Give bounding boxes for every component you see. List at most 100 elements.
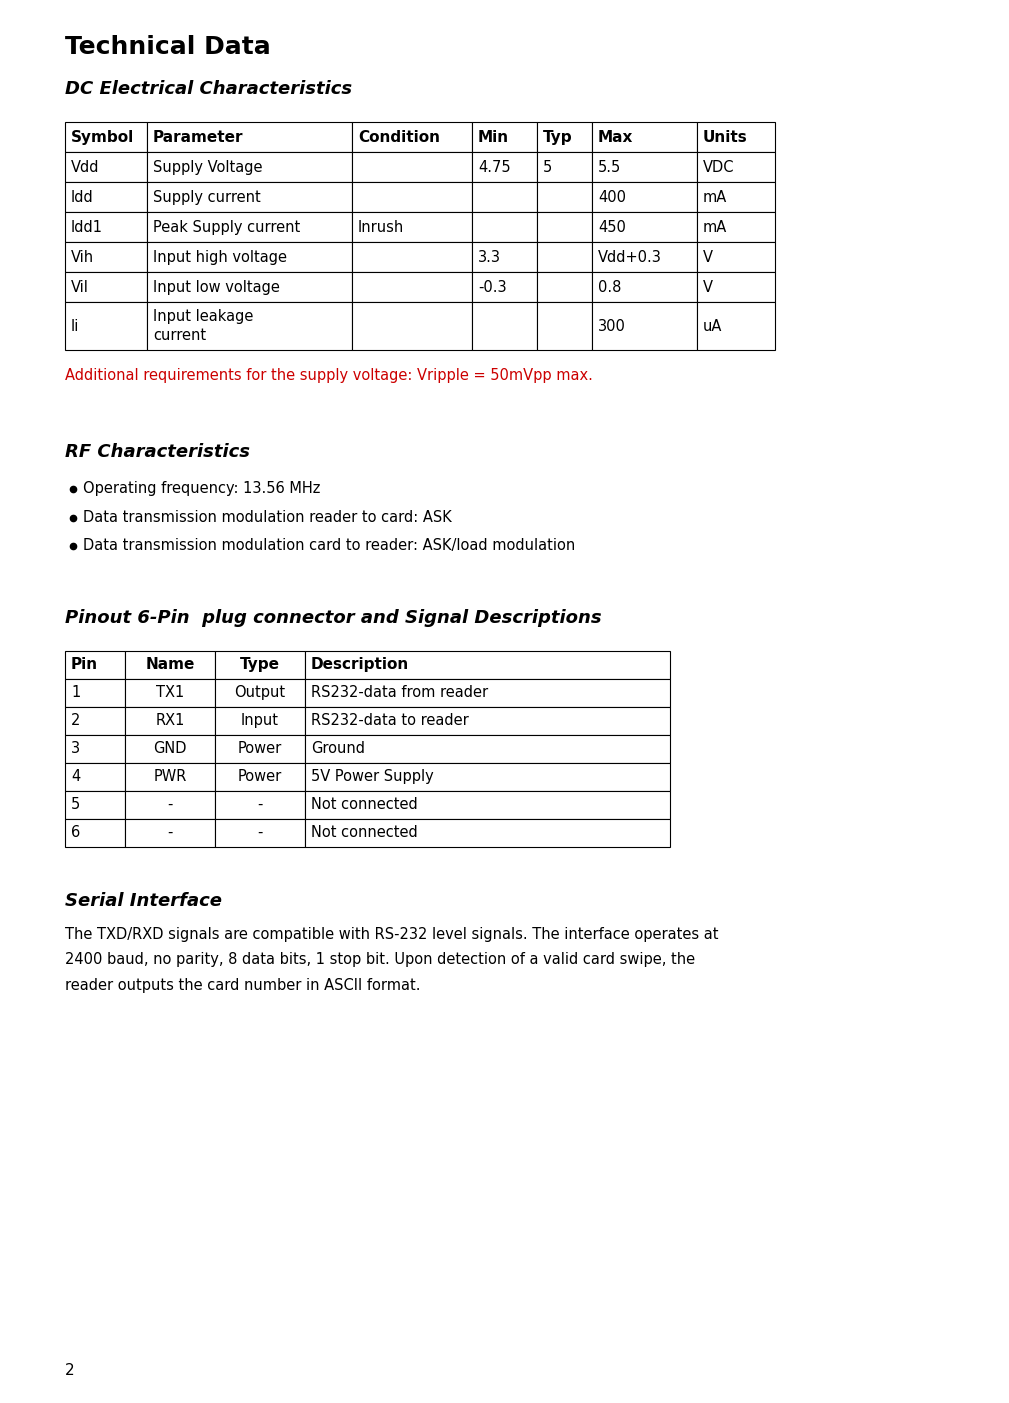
Bar bbox=[147, 182, 352, 212]
Bar bbox=[352, 182, 472, 212]
Text: 6: 6 bbox=[71, 825, 81, 840]
Bar bbox=[65, 241, 147, 272]
Text: -: - bbox=[167, 825, 173, 840]
Text: V: V bbox=[703, 250, 713, 265]
Text: 2: 2 bbox=[71, 713, 81, 728]
Text: Idd: Idd bbox=[71, 189, 94, 205]
Text: Condition: Condition bbox=[358, 129, 440, 145]
Bar bbox=[592, 212, 697, 241]
Text: Input low voltage: Input low voltage bbox=[153, 279, 279, 295]
Bar bbox=[472, 212, 537, 241]
Text: Output: Output bbox=[234, 685, 286, 700]
Text: -: - bbox=[257, 797, 262, 812]
Text: 2400 baud, no parity, 8 data bits, 1 stop bit. Upon detection of a valid card sw: 2400 baud, no parity, 8 data bits, 1 sto… bbox=[65, 953, 695, 967]
Text: 1: 1 bbox=[71, 685, 81, 700]
Text: 400: 400 bbox=[598, 189, 626, 205]
Text: Supply Voltage: Supply Voltage bbox=[153, 160, 262, 174]
Bar bbox=[472, 122, 537, 152]
Bar bbox=[352, 272, 472, 302]
Bar bbox=[147, 122, 352, 152]
Bar bbox=[537, 122, 592, 152]
Bar bbox=[65, 212, 147, 241]
Bar bbox=[592, 122, 697, 152]
Bar bbox=[352, 122, 472, 152]
Bar bbox=[125, 651, 215, 679]
Bar bbox=[472, 302, 537, 349]
Bar bbox=[147, 212, 352, 241]
Bar bbox=[305, 735, 670, 762]
Text: Idd1: Idd1 bbox=[71, 219, 103, 234]
Bar bbox=[697, 241, 775, 272]
Bar bbox=[472, 182, 537, 212]
Bar bbox=[65, 122, 147, 152]
Bar bbox=[352, 152, 472, 182]
Text: 5: 5 bbox=[543, 160, 552, 174]
Text: 5: 5 bbox=[71, 797, 81, 812]
Text: reader outputs the card number in ASCII format.: reader outputs the card number in ASCII … bbox=[65, 978, 421, 992]
Text: Vil: Vil bbox=[71, 279, 89, 295]
Text: Technical Data: Technical Data bbox=[65, 35, 270, 59]
Bar bbox=[125, 762, 215, 790]
Text: 300: 300 bbox=[598, 318, 626, 334]
Text: The TXD/RXD signals are compatible with RS-232 level signals. The interface oper: The TXD/RXD signals are compatible with … bbox=[65, 926, 718, 941]
Text: Pinout 6-Pin  plug connector and Signal Descriptions: Pinout 6-Pin plug connector and Signal D… bbox=[65, 609, 601, 627]
Bar bbox=[697, 182, 775, 212]
Text: mA: mA bbox=[703, 219, 727, 234]
Bar bbox=[65, 762, 125, 790]
Text: Pin: Pin bbox=[71, 657, 98, 672]
Bar bbox=[305, 679, 670, 707]
Bar bbox=[305, 790, 670, 818]
Bar bbox=[215, 790, 305, 818]
Text: 2: 2 bbox=[65, 1362, 75, 1378]
Bar bbox=[215, 679, 305, 707]
Bar bbox=[592, 152, 697, 182]
Bar bbox=[215, 818, 305, 846]
Text: Not connected: Not connected bbox=[311, 797, 418, 812]
Text: Supply current: Supply current bbox=[153, 189, 260, 205]
Bar bbox=[65, 302, 147, 349]
Text: Power: Power bbox=[238, 741, 283, 756]
Text: 5.5: 5.5 bbox=[598, 160, 622, 174]
Text: 0.8: 0.8 bbox=[598, 279, 622, 295]
Text: GND: GND bbox=[153, 741, 187, 756]
Bar bbox=[305, 818, 670, 846]
Bar bbox=[305, 651, 670, 679]
Text: Not connected: Not connected bbox=[311, 825, 418, 840]
Bar bbox=[537, 302, 592, 349]
Text: RX1: RX1 bbox=[155, 713, 185, 728]
Bar bbox=[65, 818, 125, 846]
Text: Ii: Ii bbox=[71, 318, 80, 334]
Bar bbox=[125, 707, 215, 735]
Bar bbox=[472, 272, 537, 302]
Bar bbox=[697, 212, 775, 241]
Text: -0.3: -0.3 bbox=[478, 279, 507, 295]
Text: 450: 450 bbox=[598, 219, 626, 234]
Bar bbox=[65, 651, 125, 679]
Text: Power: Power bbox=[238, 769, 283, 784]
Bar bbox=[537, 272, 592, 302]
Text: 4: 4 bbox=[71, 769, 81, 784]
Bar bbox=[537, 241, 592, 272]
Text: 3.3: 3.3 bbox=[478, 250, 501, 265]
Bar bbox=[125, 818, 215, 846]
Bar bbox=[65, 735, 125, 762]
Text: 4.75: 4.75 bbox=[478, 160, 511, 174]
Text: RS232-data to reader: RS232-data to reader bbox=[311, 713, 469, 728]
Bar bbox=[352, 241, 472, 272]
Text: Description: Description bbox=[311, 657, 410, 672]
Bar bbox=[352, 302, 472, 349]
Bar bbox=[65, 182, 147, 212]
Bar bbox=[65, 272, 147, 302]
Bar bbox=[125, 735, 215, 762]
Text: 3: 3 bbox=[71, 741, 80, 756]
Text: Data transmission modulation reader to card: ASK: Data transmission modulation reader to c… bbox=[83, 509, 452, 525]
Bar bbox=[65, 790, 125, 818]
Text: Vih: Vih bbox=[71, 250, 94, 265]
Bar bbox=[592, 302, 697, 349]
Bar bbox=[125, 790, 215, 818]
Bar bbox=[472, 241, 537, 272]
Text: Serial Interface: Serial Interface bbox=[65, 891, 222, 909]
Bar bbox=[147, 302, 352, 349]
Text: Additional requirements for the supply voltage: Vripple = 50mVpp max.: Additional requirements for the supply v… bbox=[65, 368, 593, 383]
Text: Typ: Typ bbox=[543, 129, 573, 145]
